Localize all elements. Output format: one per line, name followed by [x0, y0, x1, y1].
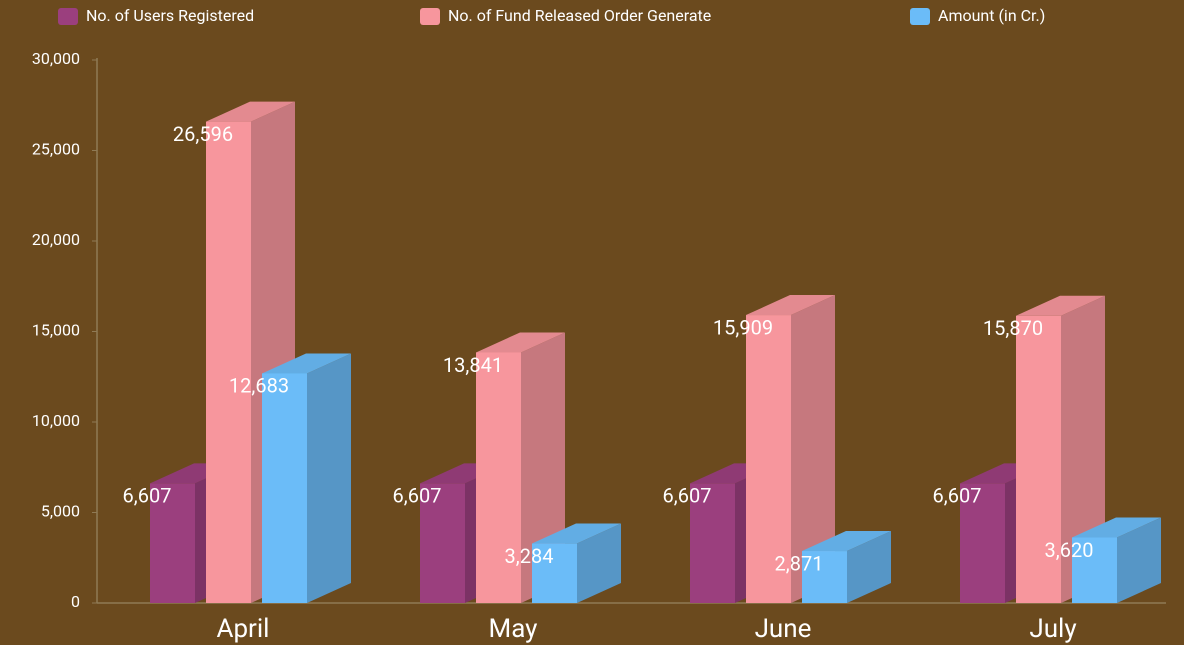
- value-label: 26,596: [173, 122, 233, 146]
- x-tick-label: May: [489, 614, 538, 644]
- bar: [1016, 315, 1061, 603]
- y-tick-label: 30,000: [32, 49, 80, 68]
- y-tick-label: 25,000: [32, 140, 80, 159]
- bar: [206, 121, 251, 603]
- bar: [476, 352, 521, 603]
- bar-top: [476, 332, 565, 353]
- value-label: 6,607: [393, 484, 442, 508]
- bar: [802, 551, 847, 603]
- y-tick-label: 10,000: [32, 411, 80, 430]
- bar: [262, 373, 307, 603]
- legend-label: No. of Users Registered: [86, 6, 254, 25]
- y-tick-label: 20,000: [32, 230, 80, 249]
- bar: [150, 483, 195, 603]
- y-tick-label: 5,000: [41, 502, 80, 521]
- legend-label: Amount (in Cr.): [938, 6, 1045, 25]
- x-tick-label: April: [216, 614, 269, 644]
- bar: [690, 483, 735, 603]
- bar: [746, 315, 791, 603]
- bar: [532, 543, 577, 603]
- bar-top: [532, 523, 621, 544]
- bar-top: [206, 101, 295, 122]
- value-label: 2,871: [775, 551, 824, 575]
- bar-side: [307, 353, 351, 603]
- bar-side: [791, 295, 835, 603]
- bar-side: [847, 531, 891, 603]
- value-label: 12,683: [229, 374, 289, 398]
- value-label: 13,841: [443, 353, 503, 377]
- legend-swatch: [58, 8, 78, 25]
- bar-top: [746, 295, 835, 316]
- bar: [420, 483, 465, 603]
- value-label: 3,284: [505, 544, 554, 568]
- bar-side: [1117, 517, 1161, 603]
- y-tick-label: 15,000: [32, 321, 80, 340]
- bar: [960, 483, 1005, 603]
- bar-side: [1061, 295, 1105, 603]
- value-label: 6,607: [123, 484, 172, 508]
- bar: [1072, 537, 1117, 603]
- bar-top: [1016, 295, 1105, 316]
- bar-top: [262, 353, 351, 374]
- x-tick-label: June: [755, 614, 812, 644]
- y-tick-label: 0: [71, 592, 80, 611]
- value-label: 15,909: [713, 315, 773, 339]
- value-label: 6,607: [663, 484, 712, 508]
- x-tick-label: July: [1029, 614, 1076, 644]
- bar-side: [577, 523, 621, 603]
- bar-top: [802, 531, 891, 552]
- bar-top: [1072, 517, 1161, 538]
- value-label: 3,620: [1045, 538, 1094, 562]
- legend-swatch: [910, 8, 930, 25]
- legend-label: No. of Fund Released Order Generate: [448, 6, 711, 25]
- value-label: 15,870: [983, 316, 1043, 340]
- value-label: 6,607: [933, 484, 982, 508]
- legend-swatch: [420, 8, 440, 25]
